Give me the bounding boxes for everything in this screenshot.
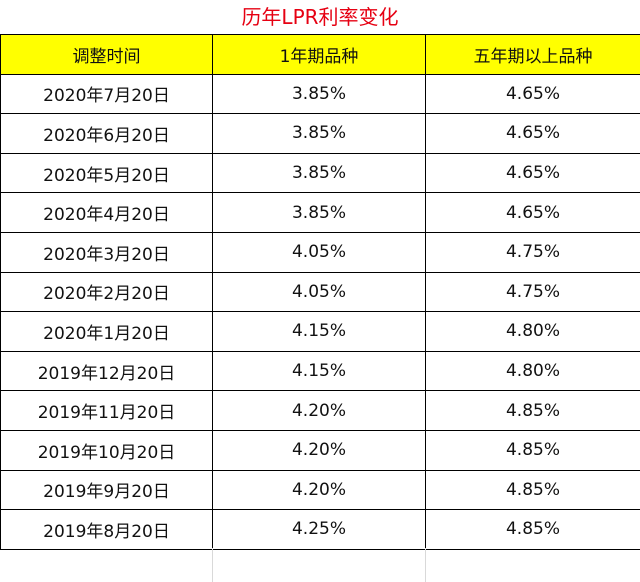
empty-spreadsheet-area [0, 548, 640, 582]
table-row: 2020年6月20日 3.85% 4.65% [0, 113, 640, 154]
header-1-year: 1年期品种 [212, 34, 426, 75]
cell-5-year-rate: 4.80% [425, 311, 640, 352]
cell-5-year-rate: 4.65% [425, 152, 640, 194]
cell-date: 2020年5月20日 [0, 152, 213, 194]
cell-1-year-rate: 4.20% [212, 469, 426, 511]
page-title: 历年LPR利率变化 [241, 5, 399, 29]
cell-1-year-rate: 4.20% [212, 390, 426, 431]
cell-1-year-rate: 3.85% [212, 192, 426, 233]
cell-5-year-rate: 4.85% [425, 429, 640, 471]
cell-5-year-rate: 4.85% [425, 390, 640, 431]
table-row: 2019年9月20日 4.20% 4.85% [0, 469, 640, 511]
cell-date: 2019年12月20日 [0, 350, 213, 392]
gridline [212, 548, 213, 582]
cell-1-year-rate: 3.85% [212, 152, 426, 194]
table-row: 2019年8月20日 4.25% 4.85% [0, 509, 640, 550]
cell-date: 2019年11月20日 [0, 390, 213, 431]
cell-date: 2020年7月20日 [0, 73, 213, 115]
cell-5-year-rate: 4.65% [425, 73, 640, 115]
table-row: 2020年4月20日 3.85% 4.65% [0, 192, 640, 233]
cell-5-year-rate: 4.75% [425, 271, 640, 313]
cell-5-year-rate: 4.80% [425, 350, 640, 392]
cell-5-year-rate: 4.65% [425, 192, 640, 233]
header-adjust-date: 调整时间 [0, 34, 213, 75]
cell-date: 2020年3月20日 [0, 231, 213, 273]
cell-5-year-rate: 4.85% [425, 509, 640, 550]
cell-date: 2020年6月20日 [0, 113, 213, 154]
table-row: 2020年2月20日 4.05% 4.75% [0, 271, 640, 313]
cell-date: 2019年10月20日 [0, 429, 213, 471]
gridline [425, 548, 426, 582]
cell-5-year-rate: 4.75% [425, 231, 640, 273]
table-row: 2020年1月20日 4.15% 4.80% [0, 311, 640, 352]
lpr-rate-table: 调整时间 1年期品种 五年期以上品种 2020年7月20日 3.85% 4.65… [0, 34, 640, 550]
cell-1-year-rate: 4.25% [212, 509, 426, 550]
cell-1-year-rate: 4.05% [212, 271, 426, 313]
cell-5-year-rate: 4.65% [425, 113, 640, 154]
cell-1-year-rate: 4.05% [212, 231, 426, 273]
table-row: 2020年5月20日 3.85% 4.65% [0, 152, 640, 194]
cell-1-year-rate: 4.15% [212, 311, 426, 352]
table-row: 2020年7月20日 3.85% 4.65% [0, 73, 640, 115]
table-row: 2019年11月20日 4.20% 4.85% [0, 390, 640, 431]
cell-date: 2019年8月20日 [0, 509, 213, 550]
table-row: 2020年3月20日 4.05% 4.75% [0, 231, 640, 273]
header-5-year-plus: 五年期以上品种 [425, 34, 640, 75]
cell-date: 2020年2月20日 [0, 271, 213, 313]
cell-date: 2020年1月20日 [0, 311, 213, 352]
cell-1-year-rate: 4.15% [212, 350, 426, 392]
table-header-row: 调整时间 1年期品种 五年期以上品种 [0, 34, 640, 75]
cell-date: 2020年4月20日 [0, 192, 213, 233]
cell-5-year-rate: 4.85% [425, 469, 640, 511]
cell-1-year-rate: 3.85% [212, 113, 426, 154]
cell-date: 2019年9月20日 [0, 469, 213, 511]
table-row: 2019年12月20日 4.15% 4.80% [0, 350, 640, 392]
cell-1-year-rate: 3.85% [212, 73, 426, 115]
table-row: 2019年10月20日 4.20% 4.85% [0, 429, 640, 471]
cell-1-year-rate: 4.20% [212, 429, 426, 471]
